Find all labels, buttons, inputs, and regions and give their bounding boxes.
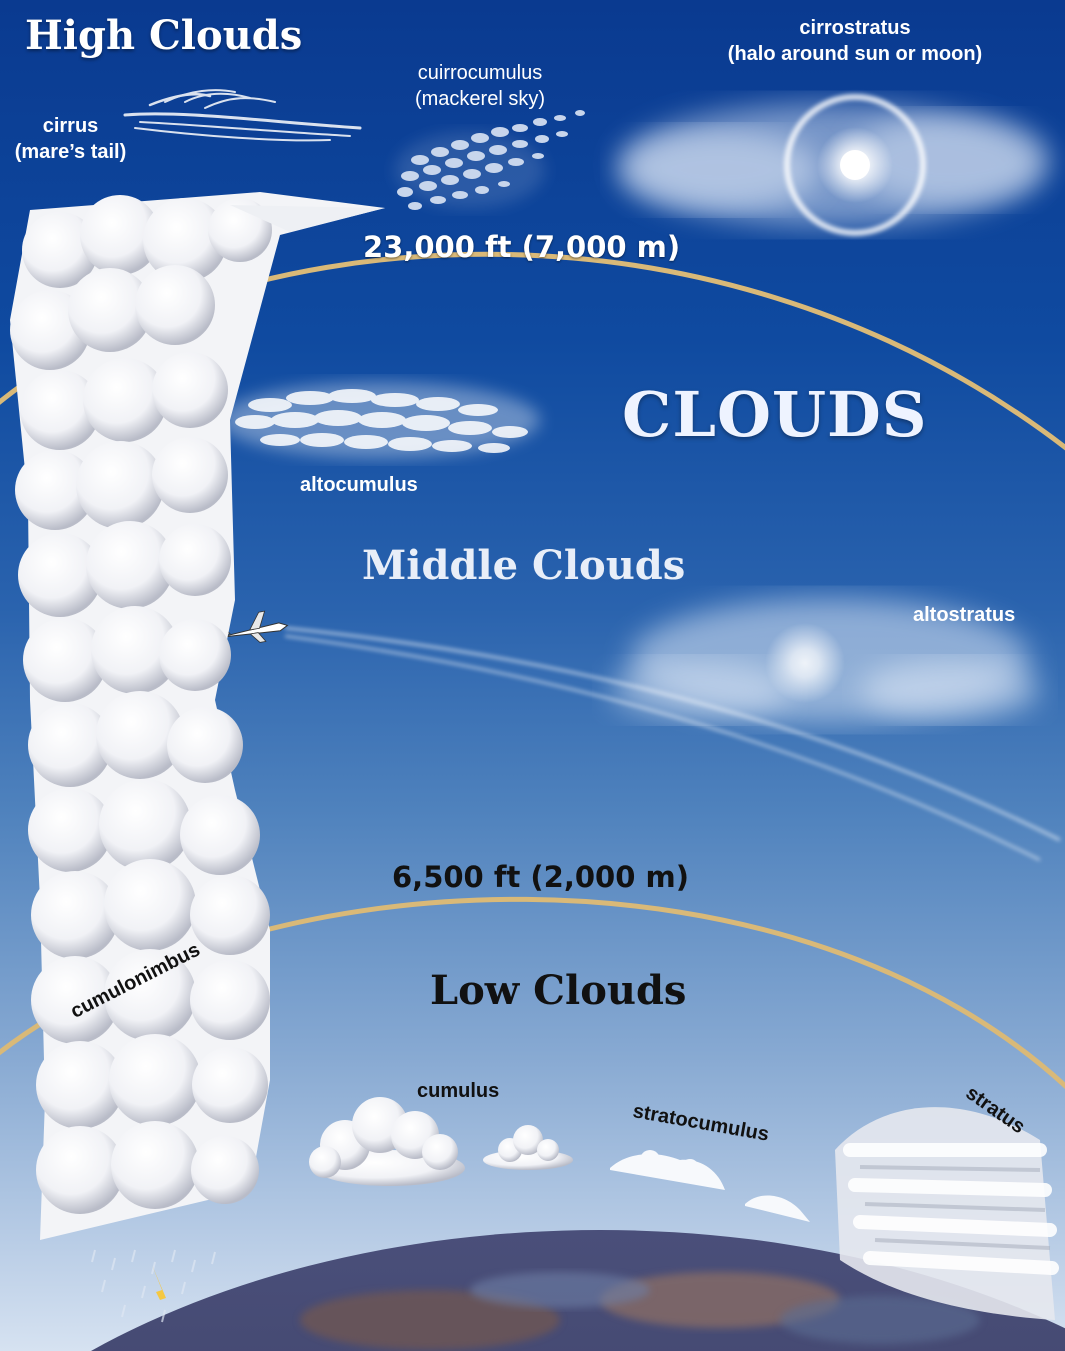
- cirrocumulus-label: cuirrocumulus (mackerel sky): [395, 60, 565, 112]
- altostratus-label: altostratus: [913, 602, 1015, 628]
- cirrocumulus-note: (mackerel sky): [395, 86, 565, 112]
- cumulus-cloud-small: [483, 1125, 573, 1170]
- cumulus-cloud-large: [309, 1097, 465, 1186]
- main-title: CLOUDS: [622, 378, 928, 451]
- high-clouds-title: High Clouds: [25, 12, 302, 59]
- cumulonimbus-cloud: [10, 192, 385, 1240]
- cirrocumulus-cloud: [395, 110, 585, 210]
- middle-clouds-title: Middle Clouds: [362, 542, 685, 589]
- cirrostratus-note: (halo around sun or moon): [700, 41, 1010, 67]
- stratocumulus-cloud: [610, 1150, 810, 1222]
- cirrostratus-name: cirrostratus: [700, 15, 1010, 41]
- cumulus-label: cumulus: [417, 1078, 499, 1104]
- lower-altitude-label: 6,500 ft (2,000 m): [392, 860, 689, 894]
- cirrostratus-cloud: [620, 97, 1050, 233]
- upper-altitude-label: 23,000 ft (7,000 m): [363, 230, 680, 264]
- cirrus-label: cirrus (mare’s tail): [8, 113, 133, 165]
- cirrus-name: cirrus: [8, 113, 133, 139]
- altocumulus-cloud: [220, 382, 540, 458]
- cirrus-note: (mare’s tail): [8, 139, 133, 165]
- altocumulus-label: altocumulus: [300, 472, 418, 498]
- lightning-bolt: [152, 1265, 170, 1320]
- cirrocumulus-name: cuirrocumulus: [395, 60, 565, 86]
- cirrus-cloud: [125, 90, 360, 140]
- low-clouds-title: Low Clouds: [430, 967, 686, 1014]
- cirrostratus-label: cirrostratus (halo around sun or moon): [700, 15, 1010, 67]
